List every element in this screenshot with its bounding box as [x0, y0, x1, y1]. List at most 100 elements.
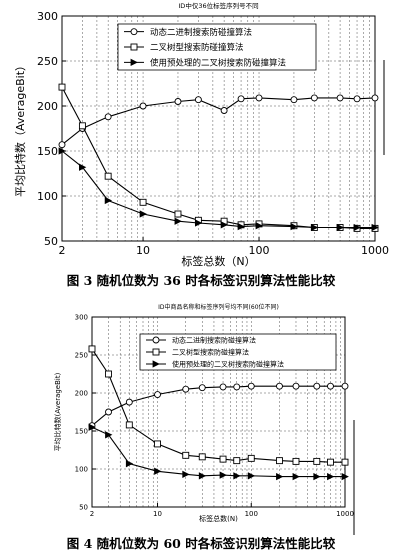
data-point — [154, 440, 161, 448]
data-point — [371, 223, 379, 232]
data-point — [130, 28, 138, 36]
data-point — [104, 113, 112, 121]
data-point — [105, 408, 112, 416]
data-point — [313, 472, 321, 481]
series-2 — [88, 345, 349, 466]
data-point — [88, 345, 96, 353]
data-point — [105, 370, 112, 378]
data-point — [327, 458, 334, 466]
data-point — [139, 198, 147, 206]
data-point — [58, 83, 66, 91]
y-tick-label: 200 — [37, 100, 58, 113]
data-point — [58, 141, 66, 149]
data-point — [336, 223, 344, 232]
data-point — [292, 382, 300, 390]
data-point — [139, 210, 147, 218]
data-point — [182, 470, 190, 478]
data-point — [182, 451, 190, 459]
data-point — [219, 383, 227, 391]
data-point — [219, 471, 227, 479]
data-point — [313, 382, 321, 390]
data-point — [341, 382, 349, 390]
data-point — [290, 222, 298, 231]
data-point — [78, 122, 86, 130]
y-tick-label: 150 — [37, 145, 58, 158]
series-line — [91, 385, 345, 427]
data-point — [276, 457, 283, 465]
data-point — [194, 96, 202, 104]
data-point — [174, 217, 182, 225]
y-tick-label: 50 — [79, 503, 88, 511]
data-point — [79, 163, 87, 171]
data-point — [152, 336, 160, 344]
y-tick-label: 300 — [37, 10, 58, 23]
y-tick-label: 250 — [75, 351, 88, 359]
data-point — [219, 455, 227, 463]
data-point — [198, 384, 206, 392]
series-line — [91, 426, 345, 478]
data-point — [247, 382, 255, 390]
data-point — [313, 457, 321, 465]
data-point — [220, 107, 228, 114]
data-point — [310, 94, 318, 102]
data-point — [247, 472, 256, 480]
data-point — [233, 457, 241, 465]
data-point — [336, 94, 344, 102]
legend-label: 二叉树型搜索防碰撞算法 — [150, 42, 244, 53]
y-tick-label: 300 — [75, 313, 88, 321]
series-line — [61, 97, 376, 146]
data-point — [58, 147, 66, 155]
data-point — [154, 467, 162, 475]
data-point — [341, 472, 349, 481]
data-point — [233, 472, 241, 480]
data-point — [125, 398, 133, 406]
legend-label: 二叉树型搜索防碰撞算法 — [172, 348, 249, 357]
data-point — [353, 95, 361, 103]
x-tick-label: 1000 — [361, 244, 389, 257]
chart-1: ID中仅36位标签序列号不同 2 10 100 1000 50 100 150 200 250 30… — [13, 1, 389, 288]
data-point — [276, 382, 283, 390]
data-point — [182, 385, 190, 393]
data-point — [290, 96, 298, 104]
x-tick-label: 100 — [245, 510, 258, 518]
data-point — [276, 472, 284, 481]
data-point — [174, 98, 182, 105]
series-1 — [58, 94, 379, 149]
data-point — [292, 457, 300, 465]
x-tick-label: 2 — [90, 510, 94, 518]
data-point — [125, 421, 133, 429]
data-point — [247, 454, 255, 462]
series-3 — [58, 147, 379, 232]
data-point — [353, 223, 361, 232]
x-tick-label: 10 — [136, 244, 150, 257]
data-point — [105, 431, 113, 439]
data-point — [104, 172, 112, 180]
chart-2: ID中商品名称和标签序列号均不同(60位不同) 2 10 100 1000 50 100 15… — [53, 303, 355, 551]
y-tick-label: 100 — [37, 190, 58, 203]
data-point — [125, 460, 134, 468]
legend-label: 使用预处理的二叉树搜索防碰撞算法 — [172, 360, 284, 369]
y-tick-label: 200 — [75, 389, 88, 397]
data-point — [237, 95, 245, 103]
data-point — [233, 383, 241, 391]
data-point — [237, 222, 245, 231]
figure-caption: 图 3 随机位数为 36 时各标签识别算法性能比较 — [67, 273, 336, 288]
data-point — [310, 223, 319, 232]
data-point — [139, 102, 147, 110]
y-tick-label: 250 — [37, 55, 58, 68]
y-tick-label: 50 — [44, 235, 58, 248]
data-point — [194, 219, 203, 227]
data-point — [152, 360, 160, 368]
series-3 — [88, 423, 349, 481]
data-point — [198, 453, 206, 461]
y-tick-label: 150 — [75, 427, 88, 435]
data-point — [341, 458, 349, 466]
data-point — [371, 94, 379, 102]
data-point — [327, 382, 334, 390]
data-point — [130, 43, 138, 51]
data-point — [154, 391, 161, 398]
legend-box — [139, 333, 337, 371]
x-axis-label: 标签总数（N） — [181, 254, 255, 268]
